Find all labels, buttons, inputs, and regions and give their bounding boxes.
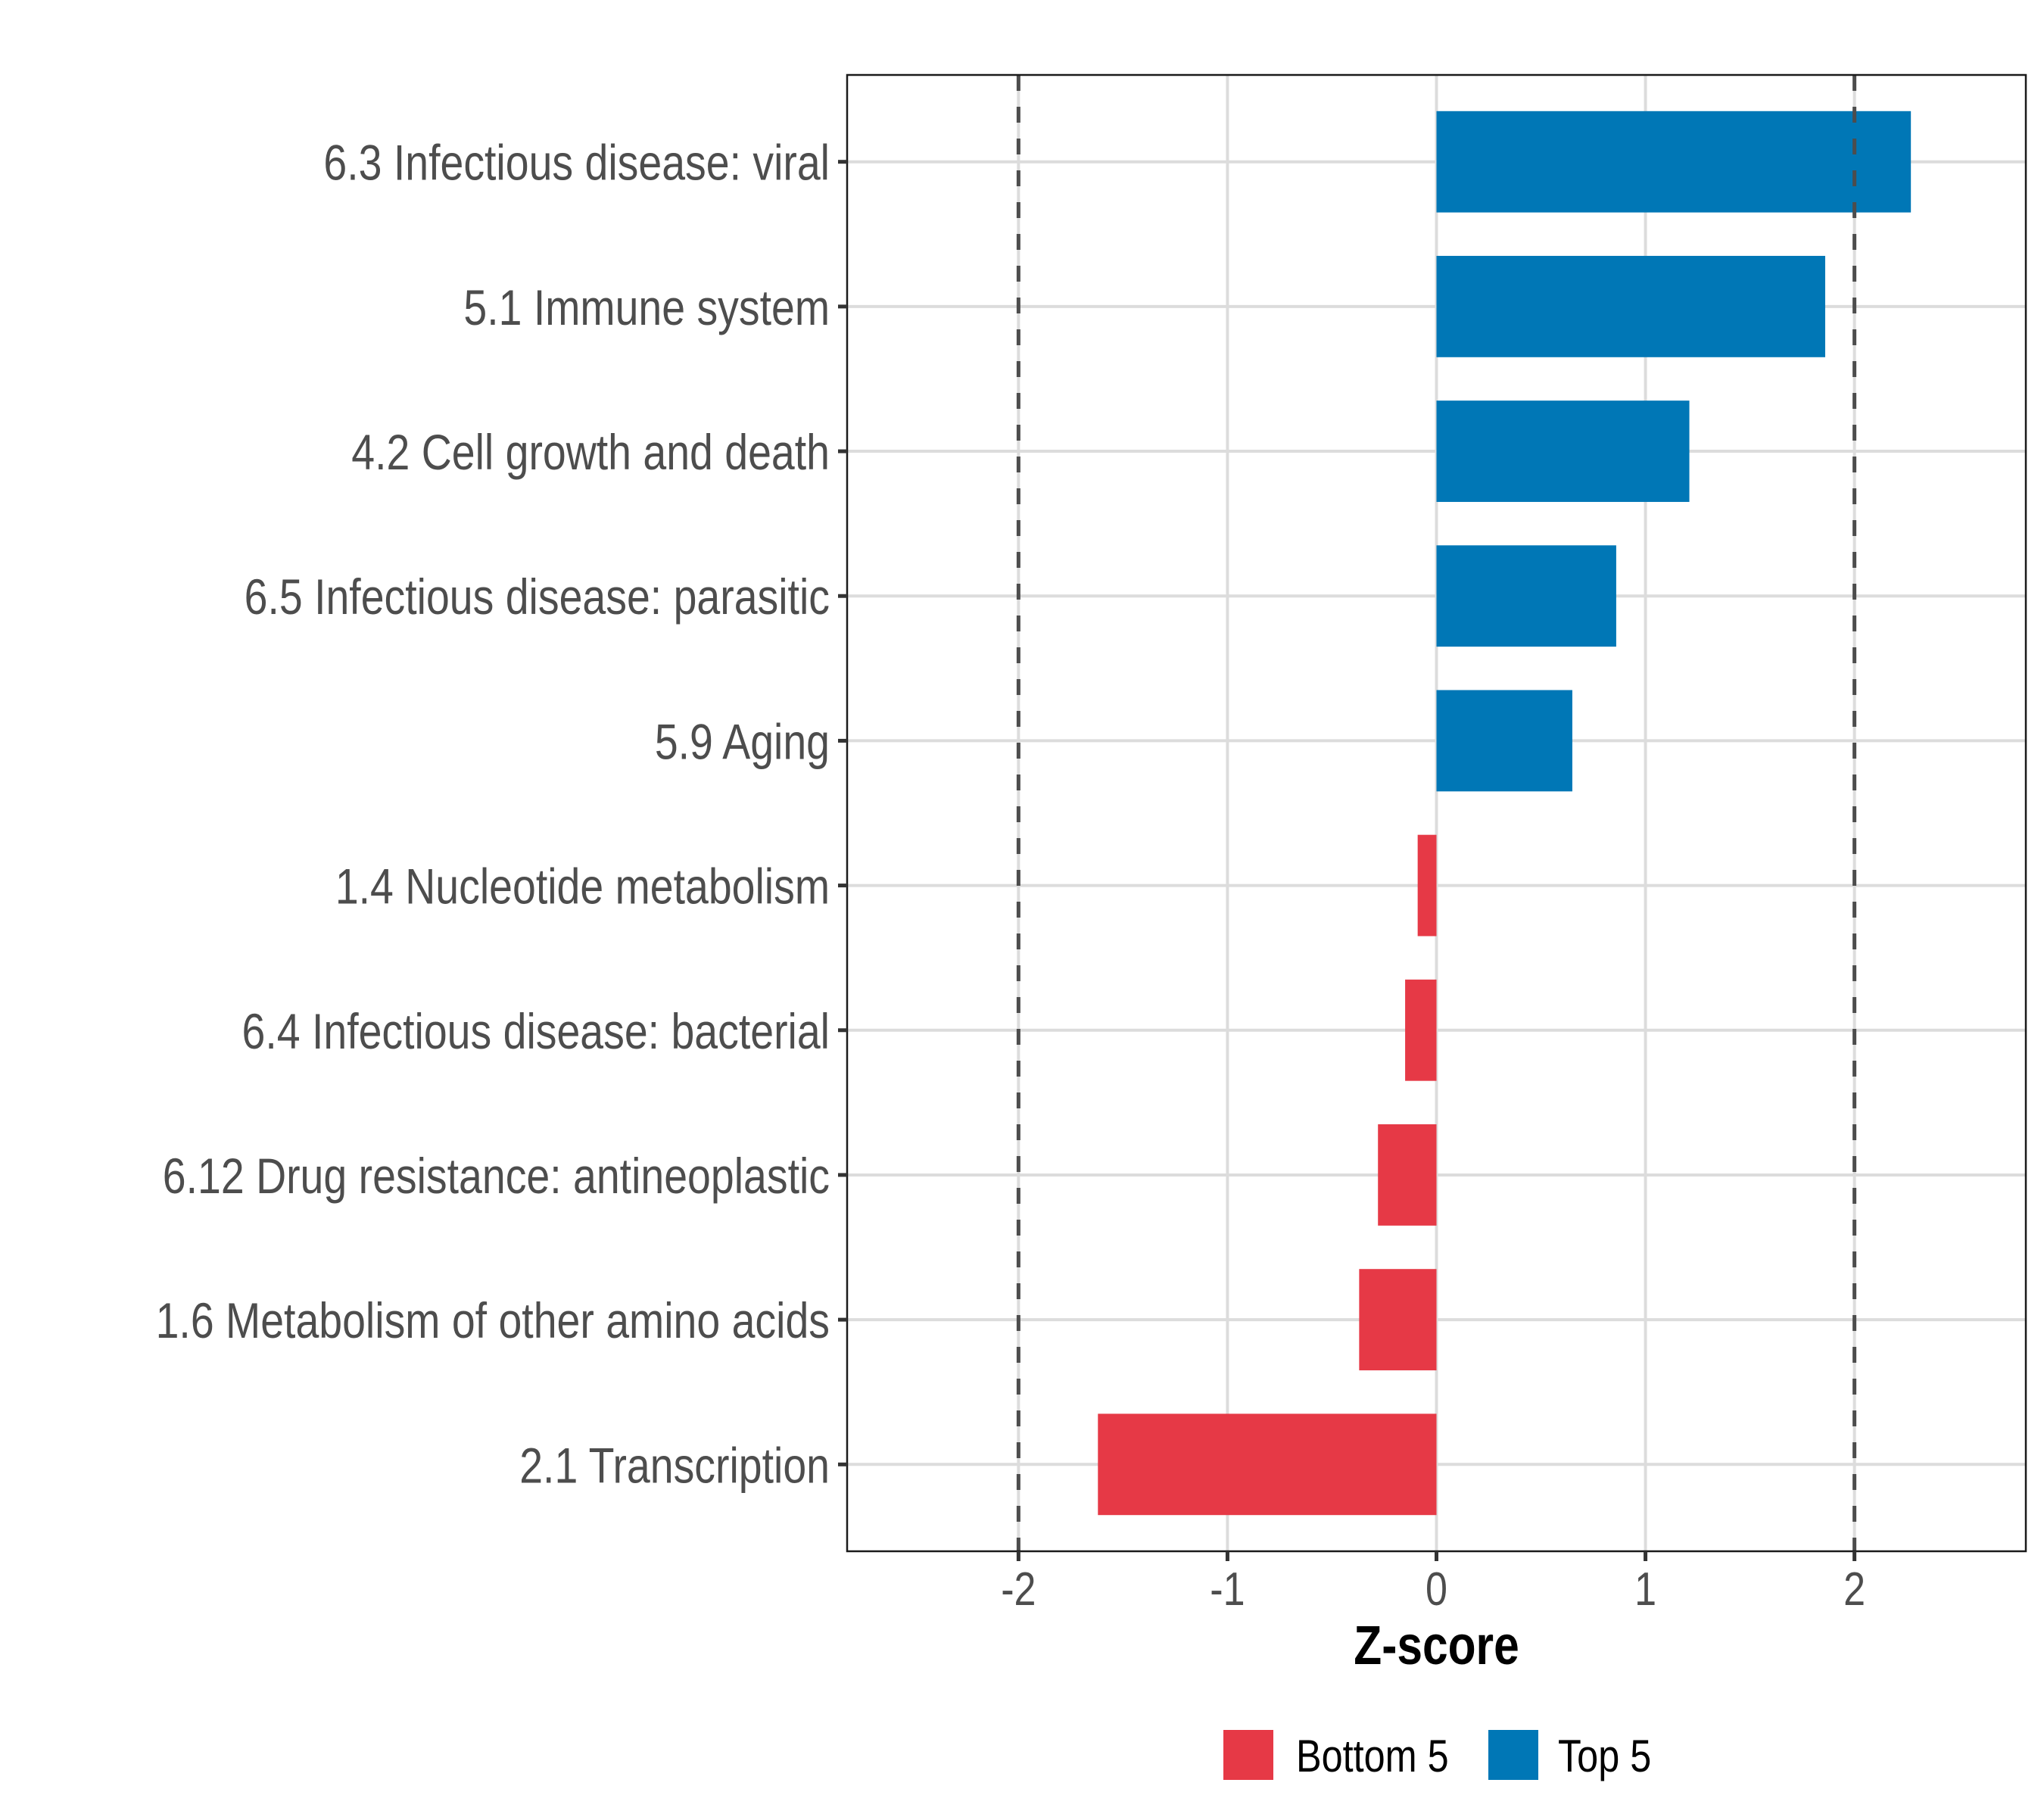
bar-top	[1436, 255, 1825, 357]
y-tick-label: 1.4 Nucleotide metabolism	[335, 859, 830, 915]
x-tick-label: 1	[1634, 1563, 1656, 1616]
x-tick-label: 0	[1426, 1563, 1447, 1616]
legend-label: Bottom 5	[1296, 1731, 1449, 1781]
y-tick-label: 4.2 Cell growth and death	[351, 425, 830, 481]
bar-bottom	[1405, 979, 1437, 1081]
legend-swatch	[1223, 1730, 1273, 1780]
y-tick-label: 6.5 Infectious disease: parasitic	[245, 569, 830, 625]
bar-top	[1436, 690, 1572, 792]
bar-top	[1436, 111, 1912, 213]
bar-bottom	[1417, 834, 1437, 937]
bars	[1098, 111, 1912, 1516]
bar-top	[1436, 545, 1616, 647]
bar-bottom	[1359, 1269, 1437, 1371]
reference-lines	[1016, 75, 1857, 1551]
x-tick-label: 2	[1843, 1563, 1865, 1616]
y-tick-label: 1.6 Metabolism of other amino acids	[156, 1293, 830, 1349]
y-axis: 6.3 Infectious disease: viral 5.1 Immune …	[156, 135, 847, 1493]
y-tick-label: 6.4 Infectious disease: bacterial	[242, 1003, 830, 1059]
y-tick-label: 5.9 Aging	[655, 714, 830, 770]
x-axis-title: Z-score	[1354, 1616, 1519, 1676]
y-tick-label: 5.1 Immune system	[463, 279, 830, 335]
x-axis: -2 -1 0 1 2	[1001, 1551, 1865, 1616]
bar-bottom	[1098, 1413, 1437, 1516]
legend-swatch	[1488, 1730, 1538, 1780]
legend-label: Top 5	[1558, 1731, 1651, 1781]
y-tick-label: 6.3 Infectious disease: viral	[323, 135, 830, 191]
y-tick-label: 6.12 Drug resistance: antineoplastic	[163, 1148, 830, 1204]
x-tick-label: -1	[1210, 1563, 1245, 1616]
legend: Bottom 5 Top 5	[1223, 1730, 1651, 1781]
bar-bottom	[1378, 1124, 1437, 1226]
y-tick-label: 2.1 Transcription	[519, 1438, 830, 1494]
bar-top	[1436, 400, 1690, 502]
x-tick-label: -2	[1001, 1563, 1036, 1616]
